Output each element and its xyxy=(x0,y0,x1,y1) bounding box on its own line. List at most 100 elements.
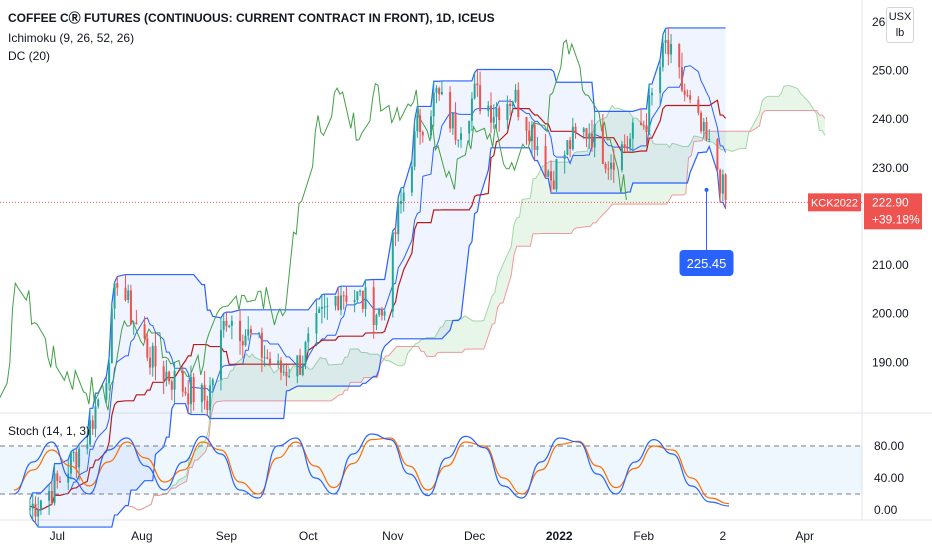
candle-body xyxy=(552,180,555,190)
candle-body xyxy=(162,366,165,381)
stoch-legend[interactable]: Stoch (14, 1, 3) xyxy=(8,424,91,438)
candle-body xyxy=(626,147,629,149)
candle-body xyxy=(419,115,422,133)
candle-body xyxy=(563,154,566,160)
candle-body xyxy=(530,124,533,142)
candle-body xyxy=(110,308,113,364)
candle-body xyxy=(705,121,708,140)
candle-body xyxy=(72,452,75,454)
candle-body xyxy=(86,444,89,449)
candle-body xyxy=(206,400,209,411)
price-tick-label: 250.00 xyxy=(872,64,909,78)
candle-body xyxy=(269,358,272,364)
candle-body xyxy=(607,168,610,170)
candle-body xyxy=(307,333,310,343)
candle-body xyxy=(129,290,132,325)
candle-body xyxy=(209,385,212,411)
candle-body xyxy=(230,320,233,326)
candle-body xyxy=(451,112,454,129)
candle-body xyxy=(487,105,490,112)
candle-body xyxy=(378,308,381,315)
candle-body xyxy=(105,383,108,400)
candle-body xyxy=(678,43,681,68)
symbol-tag: KCK2022 xyxy=(811,197,858,209)
cloud-fill xyxy=(129,85,825,510)
candle-body xyxy=(247,329,250,336)
candle-body xyxy=(244,335,247,346)
stoch-band-fill xyxy=(0,446,862,494)
candle-body xyxy=(683,90,686,95)
candle-body xyxy=(612,162,615,170)
annotation-label: 225.45 xyxy=(687,256,727,271)
candle-body xyxy=(670,43,673,55)
candle-body xyxy=(533,124,536,150)
candle-body xyxy=(353,299,356,302)
candle-body xyxy=(146,338,149,358)
candle-body xyxy=(342,295,345,297)
candle-body xyxy=(440,91,443,95)
candle-body xyxy=(258,332,261,334)
candle-body xyxy=(56,473,59,481)
candle-body xyxy=(642,125,645,127)
candle-body xyxy=(661,42,664,68)
candle-body xyxy=(574,126,577,132)
candle-body xyxy=(585,128,588,139)
candle-body xyxy=(413,131,416,167)
candle-body xyxy=(457,139,460,141)
price-axis[interactable]: 190.00 200.00 210.00 230.00 240.00 250.00 26 0.… xyxy=(872,15,909,517)
candle-body xyxy=(53,473,56,504)
last-price-change: +39.18% xyxy=(872,212,920,226)
candle-body xyxy=(700,112,703,132)
stoch-tick-label: 0.00 xyxy=(874,503,898,517)
currency-label: USX xyxy=(888,11,912,23)
conversion-line xyxy=(29,65,727,511)
currency-unit-selector[interactable]: USX lb xyxy=(886,7,914,43)
candle-body xyxy=(375,314,378,326)
candle-body xyxy=(566,140,569,155)
candle-body xyxy=(588,133,591,139)
candle-body xyxy=(380,308,383,316)
candle-body xyxy=(345,295,348,302)
candle-body xyxy=(364,287,367,309)
price-annotation: 225.45 xyxy=(679,187,734,276)
candle-body xyxy=(168,371,171,382)
candle-body xyxy=(50,491,53,504)
candle-body xyxy=(601,124,604,164)
candle-body xyxy=(165,371,168,381)
candle-body xyxy=(410,166,413,193)
time-tick-label: 2 xyxy=(720,529,727,543)
candle-body xyxy=(432,92,435,117)
candle-body xyxy=(544,146,547,177)
donchian-legend[interactable]: DC (20) xyxy=(8,49,51,63)
ichimoku-legend[interactable]: Ichimoku (9, 26, 52, 26) xyxy=(8,31,135,45)
time-tick-label: 2022 xyxy=(546,529,573,543)
candle-body xyxy=(97,399,100,407)
last-price-value: 222.90 xyxy=(872,195,909,209)
candle-body xyxy=(511,101,514,107)
candle-body xyxy=(263,357,266,359)
candle-body xyxy=(506,103,509,121)
candle-body xyxy=(108,363,111,384)
candle-body xyxy=(113,283,116,309)
candle-body xyxy=(241,341,244,346)
candle-body xyxy=(708,139,711,141)
candle-body xyxy=(356,291,359,300)
candle-body xyxy=(301,364,304,375)
candle-body xyxy=(372,287,375,326)
time-axis[interactable]: Jul Aug Sep Oct Nov Dec 2022 Feb 2 Apr xyxy=(50,529,814,543)
candle-body xyxy=(468,120,471,134)
candle-body xyxy=(37,509,40,517)
candle-body xyxy=(479,85,482,112)
candle-body xyxy=(34,503,37,517)
candle-body xyxy=(181,370,184,392)
lagging-span xyxy=(0,39,627,411)
price-tick-label: 26 xyxy=(872,15,886,29)
candle-body xyxy=(211,379,214,386)
candle-body xyxy=(394,232,397,235)
candle-body xyxy=(664,40,667,43)
candle-body xyxy=(39,500,42,510)
candle-body xyxy=(582,128,585,132)
candle-body xyxy=(116,283,119,288)
candle-body xyxy=(282,371,285,373)
